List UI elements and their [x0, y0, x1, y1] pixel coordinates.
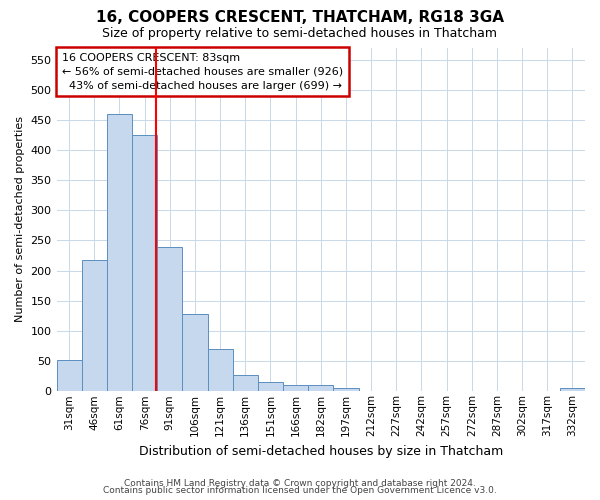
Y-axis label: Number of semi-detached properties: Number of semi-detached properties [15, 116, 25, 322]
Bar [208, 349, 233, 392]
Bar [132, 135, 157, 392]
Bar [182, 314, 208, 392]
X-axis label: Distribution of semi-detached houses by size in Thatcham: Distribution of semi-detached houses by … [139, 444, 503, 458]
Bar [334, 388, 359, 392]
Bar [107, 114, 132, 392]
Bar [233, 375, 258, 392]
Text: 16 COOPERS CRESCENT: 83sqm
← 56% of semi-detached houses are smaller (926)
  43%: 16 COOPERS CRESCENT: 83sqm ← 56% of semi… [62, 52, 343, 90]
Bar [283, 385, 308, 392]
Text: Contains public sector information licensed under the Open Government Licence v3: Contains public sector information licen… [103, 486, 497, 495]
Bar [82, 260, 107, 392]
Bar [560, 388, 585, 392]
Bar [157, 246, 182, 392]
Bar [258, 382, 283, 392]
Text: Contains HM Land Registry data © Crown copyright and database right 2024.: Contains HM Land Registry data © Crown c… [124, 478, 476, 488]
Bar [308, 385, 334, 392]
Text: 16, COOPERS CRESCENT, THATCHAM, RG18 3GA: 16, COOPERS CRESCENT, THATCHAM, RG18 3GA [96, 10, 504, 25]
Bar [56, 360, 82, 392]
Text: Size of property relative to semi-detached houses in Thatcham: Size of property relative to semi-detach… [103, 28, 497, 40]
